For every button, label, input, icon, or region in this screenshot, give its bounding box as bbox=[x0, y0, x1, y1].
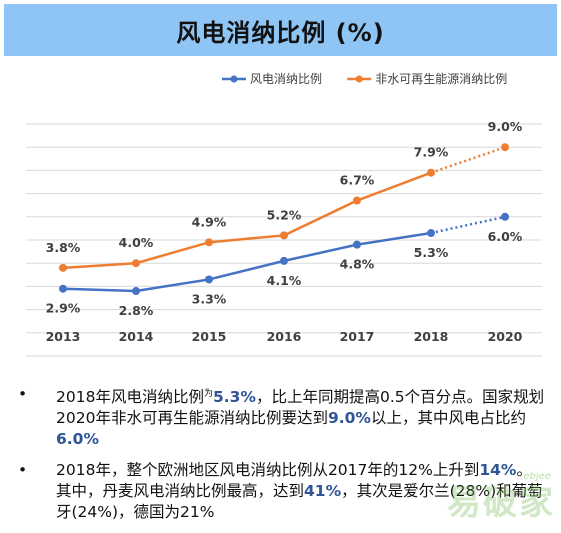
data-label: 4.0% bbox=[119, 235, 154, 250]
watermark-sub: ebjee bbox=[523, 471, 551, 482]
data-label: 3.3% bbox=[192, 291, 227, 306]
legend-label: 非水可再生能源消纳比例 bbox=[375, 72, 507, 86]
x-tick-label: 2018 bbox=[414, 329, 449, 344]
data-point bbox=[353, 196, 361, 205]
x-tick-label: 2017 bbox=[340, 329, 375, 344]
line-chart: 风电消纳比例 非水可再生能源消纳比例 2013 2014 2015 2016 2017 201… bbox=[26, 72, 542, 357]
note-item: • 2018年风电消纳比例为5.3%，比上年同期提高0.5个百分点。国家规划20… bbox=[16, 384, 546, 450]
data-point bbox=[205, 275, 213, 284]
data-label: 6.7% bbox=[340, 173, 375, 188]
note-text: 2018年风电消纳比例为5.3%，比上年同期提高0.5个百分点。国家规划2020… bbox=[56, 388, 545, 449]
data-label: 6.0% bbox=[488, 229, 523, 244]
x-tick-label: 2015 bbox=[192, 329, 227, 344]
bullet-icon: • bbox=[18, 385, 28, 403]
data-label: 5.3% bbox=[414, 245, 449, 260]
legend-marker bbox=[355, 75, 363, 83]
chart-title: 风电消纳比例 (%) bbox=[176, 18, 385, 47]
x-tick-label: 2020 bbox=[488, 329, 523, 344]
data-label: 5.2% bbox=[267, 207, 302, 222]
watermark: 易破家 bbox=[447, 483, 555, 523]
bullet-icon: • bbox=[18, 461, 28, 480]
notes-list: • 2018年风电消纳比例为5.3%，比上年同期提高0.5个百分点。国家规划20… bbox=[16, 384, 546, 533]
data-point bbox=[501, 212, 509, 221]
data-point bbox=[280, 231, 288, 240]
legend-label: 风电消纳比例 bbox=[250, 72, 322, 86]
series-line bbox=[62, 231, 432, 293]
x-tick-label: 2013 bbox=[46, 329, 81, 344]
data-label: 2.9% bbox=[46, 301, 81, 316]
data-point bbox=[132, 259, 140, 268]
data-label: 7.9% bbox=[414, 145, 449, 160]
data-label: 3.8% bbox=[46, 240, 81, 255]
legend-marker bbox=[230, 75, 238, 83]
note-item: • 2018年，整个欧洲地区风电消纳比例从2017年的12%上升到14%。其中，… bbox=[16, 460, 546, 523]
data-label: 4.8% bbox=[340, 257, 375, 272]
series-line bbox=[62, 171, 432, 270]
data-point bbox=[205, 238, 213, 247]
series-line-projected bbox=[430, 146, 506, 174]
data-label: 4.1% bbox=[267, 273, 302, 288]
data-label: 4.9% bbox=[192, 214, 227, 229]
data-point bbox=[427, 168, 435, 177]
x-tick-label: 2016 bbox=[267, 329, 302, 344]
data-point bbox=[59, 263, 67, 272]
title-banner: 风电消纳比例 (%) bbox=[4, 4, 557, 56]
data-label: 2.8% bbox=[119, 303, 154, 318]
data-point bbox=[353, 240, 361, 249]
data-point bbox=[427, 229, 435, 238]
data-label: 9.0% bbox=[488, 119, 523, 134]
data-point bbox=[280, 256, 288, 265]
data-point bbox=[132, 287, 140, 296]
data-point bbox=[59, 284, 67, 293]
x-tick-label: 2014 bbox=[119, 329, 154, 344]
data-point bbox=[501, 143, 509, 152]
note-text: 2018年，整个欧洲地区风电消纳比例从2017年的12%上升到14%。其中，丹麦… bbox=[56, 461, 543, 522]
